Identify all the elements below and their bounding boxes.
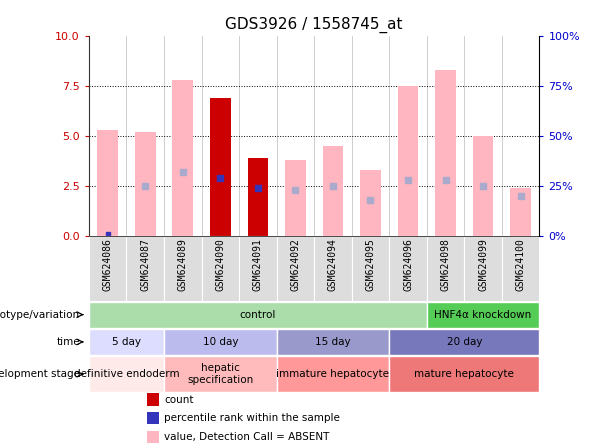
Title: GDS3926 / 1558745_at: GDS3926 / 1558745_at <box>226 16 403 33</box>
Bar <box>322 146 343 236</box>
Text: GSM624100: GSM624100 <box>516 238 526 291</box>
Text: genotype/variation: genotype/variation <box>0 309 80 320</box>
Text: GSM624099: GSM624099 <box>478 238 488 291</box>
Bar <box>511 188 531 236</box>
Bar <box>89 329 164 355</box>
Text: development stage: development stage <box>0 369 80 379</box>
Bar <box>276 356 389 392</box>
Bar <box>389 236 427 301</box>
Bar <box>389 356 539 392</box>
Bar <box>360 170 381 236</box>
Bar <box>210 98 230 236</box>
Bar <box>398 86 418 236</box>
Text: GSM624090: GSM624090 <box>215 238 226 291</box>
Text: time: time <box>56 337 80 347</box>
Text: 5 day: 5 day <box>112 337 141 347</box>
Text: GSM624094: GSM624094 <box>328 238 338 291</box>
Bar <box>135 132 156 236</box>
Text: GSM624086: GSM624086 <box>102 238 113 291</box>
Bar <box>427 301 539 328</box>
Bar <box>164 356 276 392</box>
Bar <box>427 236 465 301</box>
Bar <box>276 236 314 301</box>
Text: value, Detection Call = ABSENT: value, Detection Call = ABSENT <box>164 432 330 442</box>
Text: 20 day: 20 day <box>447 337 482 347</box>
Text: definitive endoderm: definitive endoderm <box>74 369 179 379</box>
Text: hepatic
specification: hepatic specification <box>187 363 253 385</box>
Bar <box>276 329 389 355</box>
Text: GSM624091: GSM624091 <box>253 238 263 291</box>
Bar <box>172 80 193 236</box>
Bar <box>97 130 118 236</box>
Text: 15 day: 15 day <box>315 337 351 347</box>
Bar <box>435 70 456 236</box>
Bar <box>126 236 164 301</box>
Bar <box>89 356 164 392</box>
Bar <box>164 329 276 355</box>
Bar <box>164 236 202 301</box>
Bar <box>148 412 159 424</box>
Text: GSM624096: GSM624096 <box>403 238 413 291</box>
Bar <box>314 236 352 301</box>
Bar <box>285 160 306 236</box>
Bar <box>89 236 126 301</box>
Bar <box>202 236 239 301</box>
Text: percentile rank within the sample: percentile rank within the sample <box>164 413 340 423</box>
Text: GSM624089: GSM624089 <box>178 238 188 291</box>
Bar <box>465 236 502 301</box>
Text: mature hepatocyte: mature hepatocyte <box>414 369 514 379</box>
Text: HNF4α knockdown: HNF4α knockdown <box>435 309 531 320</box>
Text: GSM624095: GSM624095 <box>365 238 376 291</box>
Text: immature hepatocyte: immature hepatocyte <box>276 369 389 379</box>
Bar <box>89 301 427 328</box>
Text: 10 day: 10 day <box>202 337 238 347</box>
Text: GSM624098: GSM624098 <box>441 238 451 291</box>
Bar <box>352 236 389 301</box>
Bar <box>502 236 539 301</box>
Text: count: count <box>164 395 194 404</box>
Text: control: control <box>240 309 276 320</box>
Bar <box>239 236 276 301</box>
Bar <box>389 329 539 355</box>
Text: GSM624087: GSM624087 <box>140 238 150 291</box>
Bar <box>148 393 159 406</box>
Bar <box>248 158 268 236</box>
Bar <box>148 431 159 443</box>
Text: GSM624092: GSM624092 <box>291 238 300 291</box>
Bar <box>473 136 493 236</box>
